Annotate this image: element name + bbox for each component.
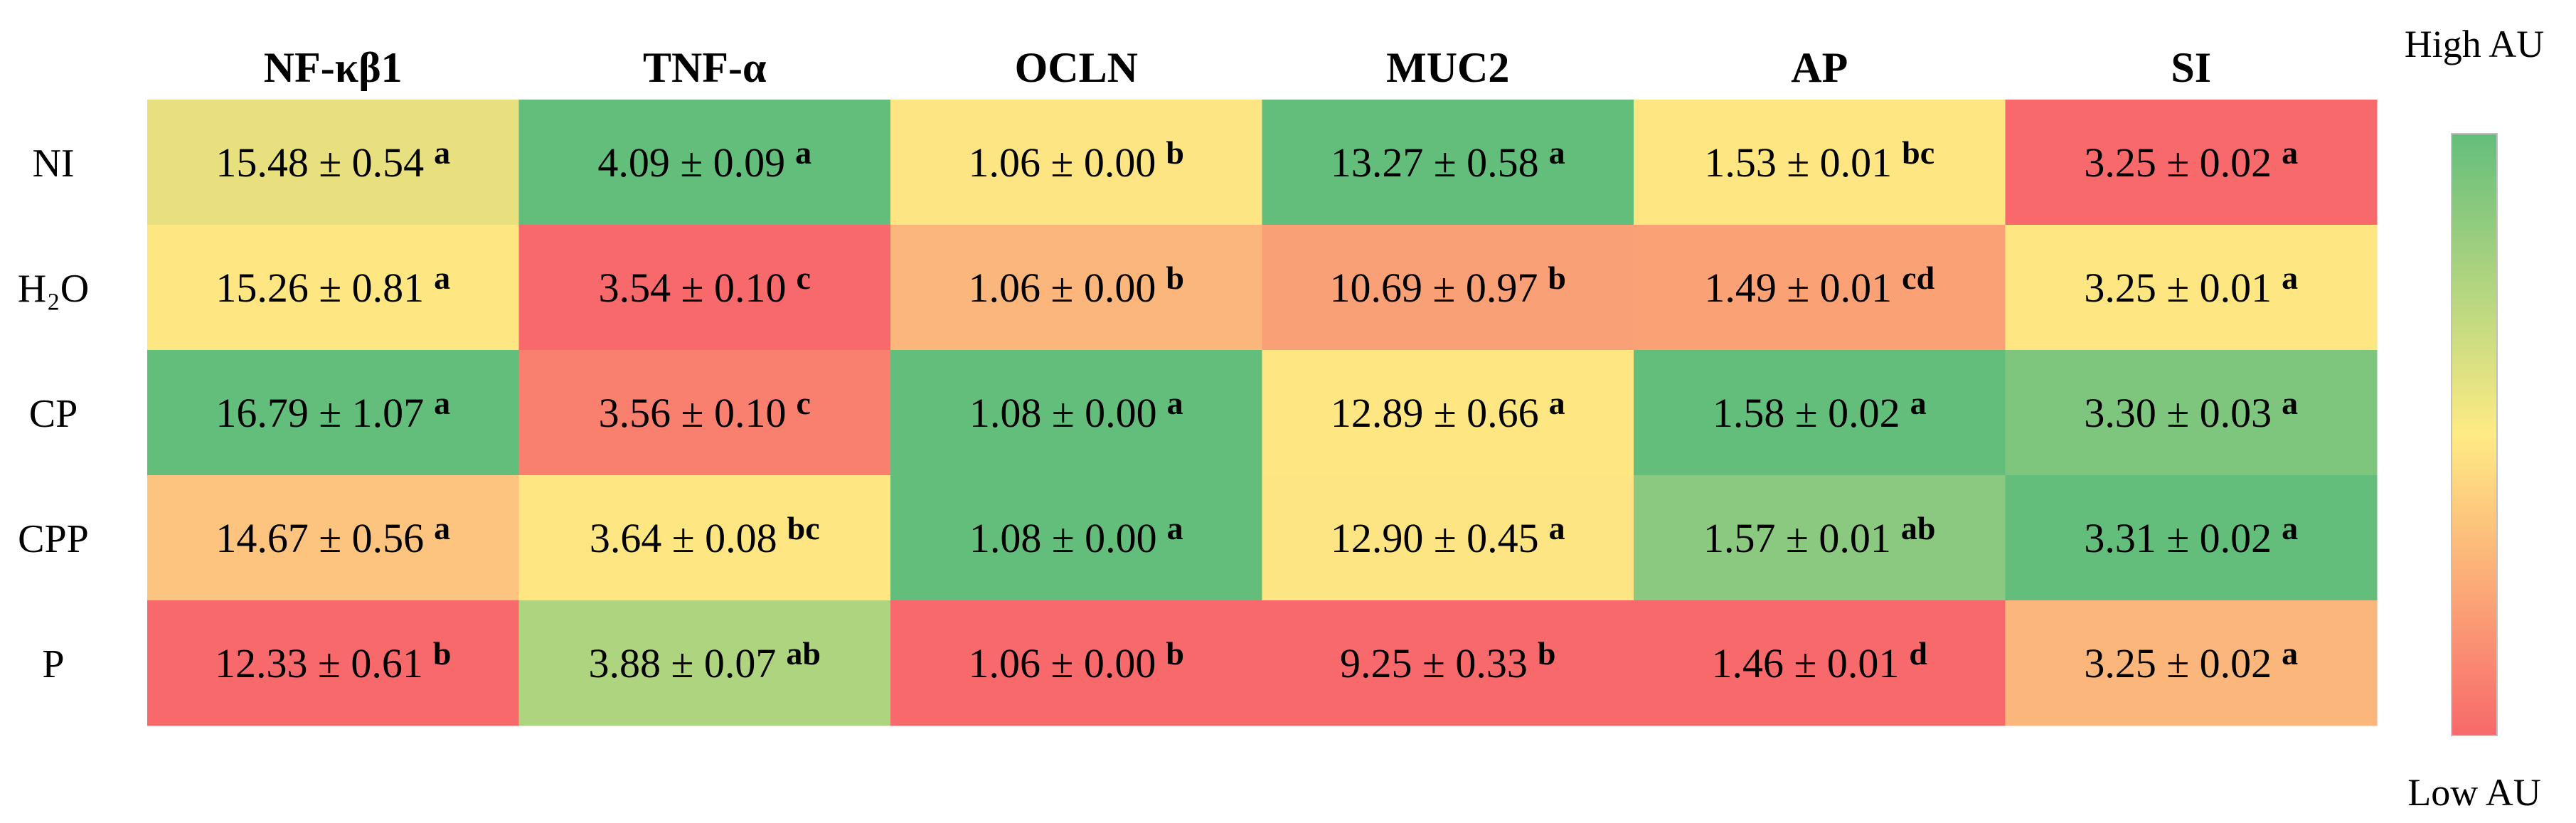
heatmap-cell [1634, 350, 2006, 476]
cell-value-label: 1.06 ± 0.00 b [969, 260, 1184, 311]
cell-value-label: 3.25 ± 0.01 a [2084, 260, 2298, 311]
cell-value-label: 1.58 ± 0.02 a [1713, 385, 1927, 436]
cell-value-label: 3.64 ± 0.08 bc [590, 510, 820, 561]
heatmap-cell [890, 475, 1262, 601]
row-label: CPP [18, 517, 89, 561]
heatmap-cell [1262, 475, 1634, 601]
heatmap-cell [518, 100, 891, 225]
cell-value-label: 3.54 ± 0.10 c [599, 260, 811, 311]
heatmap-cell [1634, 475, 2006, 601]
cell-value-label: 3.56 ± 0.10 c [599, 385, 811, 436]
heatmap-cell [1634, 100, 2006, 225]
heatmap-cell [890, 100, 1262, 225]
row-label: CP [29, 392, 78, 436]
cell-value-label: 1.08 ± 0.00 a [969, 385, 1183, 436]
heatmap-cell [1262, 100, 1634, 225]
cell-value-label: 3.25 ± 0.02 a [2084, 635, 2298, 686]
cell-value-label: 14.67 ± 0.56 a [215, 510, 450, 561]
heatmap-cell [2005, 600, 2378, 726]
heatmap-cell [147, 475, 519, 601]
heatmap-cell [2005, 475, 2378, 601]
heatmap-cell [147, 100, 519, 225]
heatmap-cell [518, 350, 891, 476]
cell-value-label: 3.88 ± 0.07 ab [589, 635, 821, 686]
heatmap-cell [890, 225, 1262, 351]
column-header: OCLN [1015, 44, 1138, 91]
cell-value-label: 3.31 ± 0.02 a [2084, 510, 2298, 561]
heatmap-cell [1634, 225, 2006, 351]
column-header: SI [2171, 44, 2211, 91]
heatmap-cell [890, 350, 1262, 476]
heatmap-cell [518, 475, 891, 601]
cell-value-label: 1.06 ± 0.00 b [969, 635, 1184, 686]
heatmap-cell [1262, 225, 1634, 351]
heatmap-cell [1262, 350, 1634, 476]
heatmap-cell [2005, 350, 2378, 476]
heatmap-cell [2005, 100, 2378, 225]
legend-color-bar [2451, 133, 2498, 736]
heatmap-cell [147, 225, 519, 351]
row-label: P [42, 642, 64, 686]
column-header: AP [1791, 44, 1848, 91]
heatmap-cell [2005, 225, 2378, 351]
column-header: MUC2 [1386, 44, 1509, 91]
cell-value-label: 12.89 ± 0.66 a [1331, 385, 1565, 436]
column-header: TNF-α [643, 44, 766, 91]
heatmap-cell [518, 600, 891, 726]
cell-value-label: 1.08 ± 0.00 a [969, 510, 1183, 561]
cell-value-label: 12.33 ± 0.61 b [215, 635, 451, 686]
heatmap-cell [147, 600, 519, 726]
heatmap-cell [147, 350, 519, 476]
heatmap-cell [890, 600, 1262, 726]
cell-value-label: 16.79 ± 1.07 a [215, 385, 450, 436]
cell-value-label: 1.06 ± 0.00 b [969, 134, 1184, 186]
cell-value-label: 1.57 ± 0.01 ab [1703, 510, 1935, 561]
cell-value-label: 10.69 ± 0.97 b [1330, 260, 1566, 311]
cell-value-label: 3.30 ± 0.03 a [2084, 385, 2298, 436]
row-label: NI [32, 142, 74, 186]
row-label: H₂O [18, 267, 89, 311]
column-header: NF-κβ1 [264, 44, 403, 91]
legend-high-label: High AU [2405, 23, 2545, 65]
cell-value-label: 3.25 ± 0.02 a [2084, 134, 2298, 186]
heatmap-cell [1262, 600, 1634, 726]
heatmap-cell [518, 225, 891, 351]
cell-value-label: 1.49 ± 0.01 cd [1704, 260, 1934, 311]
heatmap-cell [1634, 600, 2006, 726]
legend-low-label: Low AU [2407, 771, 2541, 814]
cell-value-label: 4.09 ± 0.09 a [597, 134, 811, 186]
cell-value-label: 9.25 ± 0.33 b [1340, 635, 1555, 686]
cell-value-label: 15.48 ± 0.54 a [215, 134, 450, 186]
cell-value-label: 15.26 ± 0.81 a [215, 260, 450, 311]
cell-value-label: 12.90 ± 0.45 a [1331, 510, 1565, 561]
cell-value-label: 13.27 ± 0.58 a [1331, 134, 1565, 186]
cell-value-label: 1.53 ± 0.01 bc [1704, 134, 1934, 186]
cell-value-label: 1.46 ± 0.01 d [1712, 635, 1928, 686]
